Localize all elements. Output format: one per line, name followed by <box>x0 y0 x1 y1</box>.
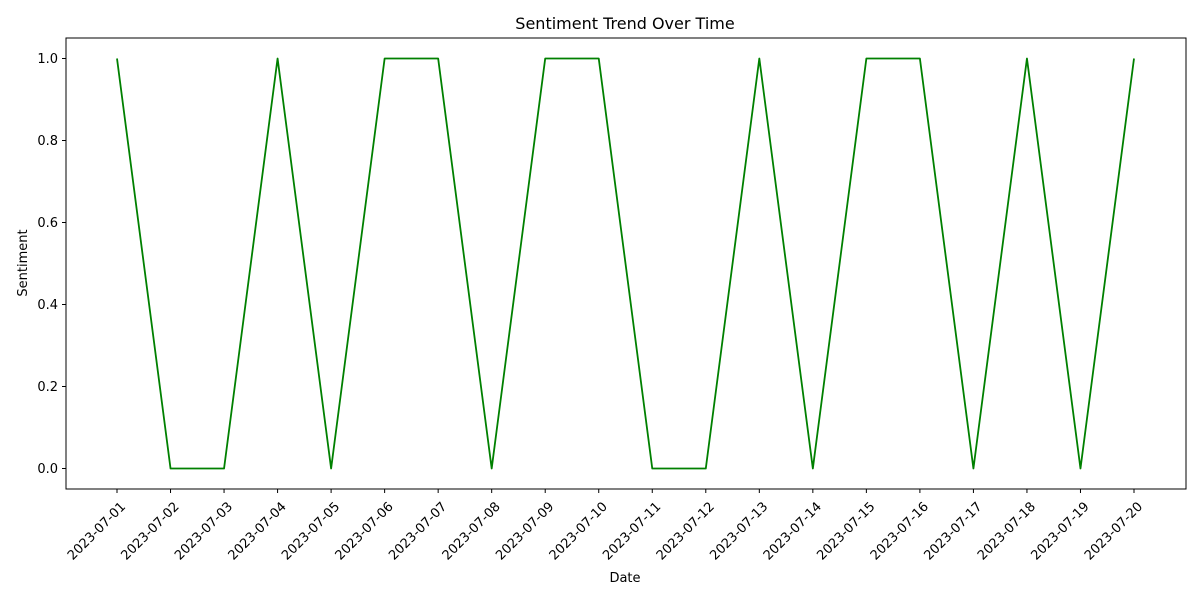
y-tick-label: 0.4 <box>37 298 58 313</box>
y-tick-label: 0.0 <box>37 462 58 477</box>
chart-title: Sentiment Trend Over Time <box>515 14 734 33</box>
series-layer <box>116 57 1135 470</box>
y-axis: 0.0 0.2 0.4 0.6 0.8 1.0 <box>37 52 66 477</box>
sentiment-series-line <box>116 57 1135 470</box>
y-tick-label: 0.8 <box>37 134 58 149</box>
plot-frame <box>65 37 1187 490</box>
y-axis-label: Sentiment <box>16 229 31 296</box>
x-axis: 2023-07-012023-07-022023-07-032023-07-04… <box>65 489 1146 563</box>
y-tick-label: 0.6 <box>37 216 58 231</box>
x-axis-label: Date <box>609 571 640 586</box>
y-tick-label: 1.0 <box>37 52 58 67</box>
y-tick-label: 0.2 <box>37 380 58 395</box>
x-tick-label: 2023-07-20 <box>1082 499 1146 563</box>
